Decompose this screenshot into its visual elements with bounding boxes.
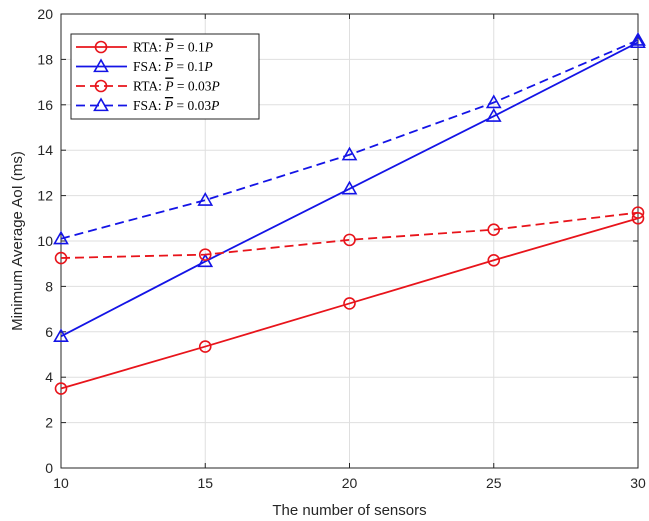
legend-marker [94, 79, 108, 93]
x-tick-label: 25 [486, 475, 502, 491]
legend: RTA: P = 0.1P FSA: P = 0.1P RTA: P = 0.03P… [70, 33, 260, 120]
series-layer [53, 31, 646, 395]
y-tick-label: 18 [37, 51, 53, 67]
x-tick-label: 10 [53, 475, 69, 491]
axis-ticks: 10 15 20 25 30 0 2 4 6 8 10 12 14 16 18 20 [37, 6, 646, 491]
data-point [53, 230, 69, 245]
y-tick-label: 10 [37, 233, 53, 249]
y-tick-label: 16 [37, 97, 53, 113]
series-line [60, 41, 639, 338]
legend-label: RTA: P = 0.1P [133, 40, 213, 55]
x-tick-label: 30 [630, 475, 646, 491]
data-point [630, 31, 646, 46]
data-point [485, 108, 502, 122]
data-point [487, 223, 501, 236]
y-tick-label: 20 [37, 6, 53, 22]
series-2 [54, 206, 645, 265]
y-tick-label: 2 [45, 415, 53, 431]
data-point [54, 382, 68, 395]
legend-entry: RTA: P = 0.1P [76, 40, 213, 55]
x-tick-label: 20 [342, 475, 358, 491]
legend-label: FSA: P = 0.03P [133, 98, 219, 113]
legend-label: FSA: P = 0.1P [133, 59, 213, 74]
y-tick-label: 8 [45, 278, 53, 294]
series-line [60, 211, 639, 259]
y-tick-label: 12 [37, 188, 53, 204]
data-point [198, 248, 212, 261]
data-point [485, 94, 502, 109]
grid [61, 14, 638, 468]
legend-entry: FSA: P = 0.1P [76, 58, 213, 74]
x-axis-label: The number of sensors [272, 502, 426, 519]
series-3 [53, 31, 646, 245]
data-point [343, 297, 356, 310]
data-point [631, 206, 645, 219]
series-line [60, 39, 639, 240]
series-0 [54, 212, 645, 395]
data-point [341, 146, 358, 161]
legend-marker [93, 58, 109, 73]
y-tick-label: 0 [45, 460, 53, 476]
data-point [341, 180, 358, 195]
legend-marker [93, 97, 109, 112]
legend-entry: FSA: P = 0.03P [76, 97, 219, 113]
legend-entry: RTA: P = 0.03P [76, 79, 220, 94]
data-point [197, 192, 214, 206]
y-tick-label: 4 [45, 369, 53, 385]
data-point [343, 233, 356, 247]
y-axis-label: Minimum Average AoI (ms) [9, 151, 26, 331]
data-point [54, 251, 68, 265]
legend-marker [94, 40, 108, 54]
x-tick-label: 15 [197, 475, 213, 491]
y-tick-label: 6 [45, 324, 53, 340]
data-point [53, 328, 69, 343]
data-point [197, 253, 214, 268]
data-point [487, 253, 501, 267]
series-line [60, 217, 639, 390]
y-tick-label: 14 [37, 142, 53, 158]
data-point [198, 340, 212, 353]
legend-label: RTA: P = 0.03P [133, 79, 220, 94]
legend-box [70, 33, 260, 120]
